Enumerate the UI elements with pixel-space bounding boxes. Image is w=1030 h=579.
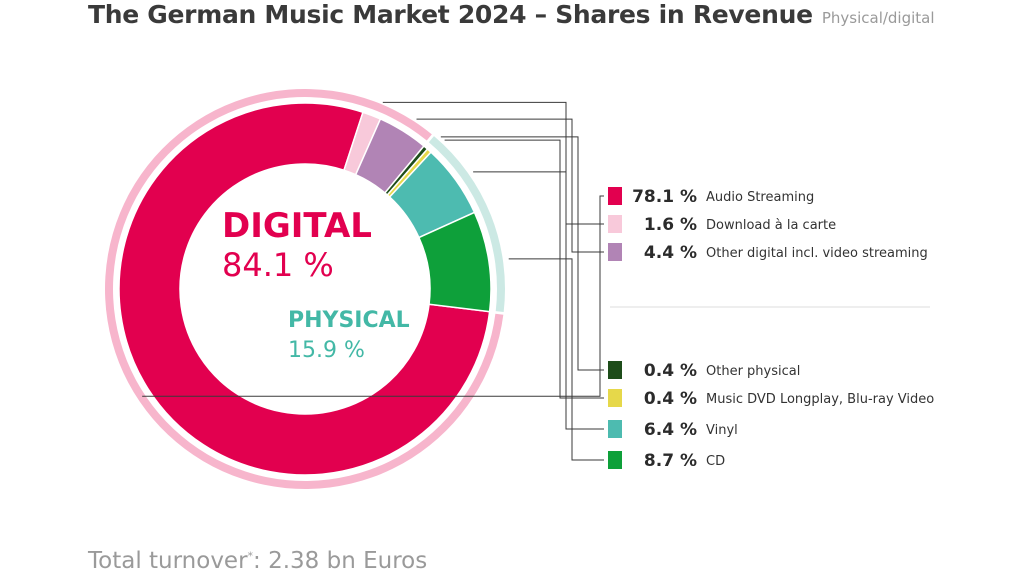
total-turnover: Total turnover*: 2.38 bn Euros	[88, 548, 427, 574]
legend-swatch-other-physical	[608, 361, 622, 379]
legend-label-music-dvd-longplay-blu-ray-video: Music DVD Longplay, Blu-ray Video	[706, 392, 934, 407]
leader-line-vinyl	[473, 171, 604, 430]
legend-swatch-music-dvd-longplay-blu-ray-video	[608, 389, 622, 407]
digital-group-value: 84.1 %	[222, 246, 334, 284]
legend-label-cd: CD	[706, 454, 725, 469]
footer-value: : 2.38 bn Euros	[253, 548, 428, 574]
slice-cd	[417, 211, 492, 313]
legend-value-other-physical: 0.4 %	[644, 361, 697, 381]
legend-value-audio-streaming: 78.1 %	[632, 187, 697, 207]
physical-group-ring	[428, 136, 505, 312]
legend-label-other-physical: Other physical	[706, 364, 800, 379]
leader-line-audio-streaming	[142, 195, 604, 397]
legend-value-music-dvd-longplay-blu-ray-video: 0.4 %	[644, 389, 697, 409]
leader-line-cd	[508, 258, 604, 461]
legend-layer: 78.1 % Audio Streaming 1.6 % Download à la …	[608, 187, 934, 471]
legend-swatch-download-la-carte	[608, 215, 622, 233]
chart-title: The German Music Market 2024 – Shares in…	[88, 0, 813, 29]
leader-line-music-dvd-longplay-blu-ray-video	[444, 139, 604, 399]
legend-label-audio-streaming: Audio Streaming	[706, 190, 814, 205]
legend-value-download-la-carte: 1.6 %	[644, 215, 697, 235]
legend-swatch-audio-streaming	[608, 187, 622, 205]
leader-line-other-digital-incl-video-streaming	[416, 118, 604, 253]
legend-swatch-vinyl	[608, 420, 622, 438]
chart-subtitle: Physical/digital	[821, 9, 935, 27]
leader-line-download-la-carte	[382, 101, 604, 225]
leader-line-layer	[142, 101, 604, 461]
physical-group-label: PHYSICAL	[288, 308, 410, 333]
slice-audio-streaming	[118, 102, 491, 476]
digital-group-label: DIGITAL	[222, 206, 372, 246]
chart-title-row: The German Music Market 2024 – Shares in…	[88, 0, 935, 29]
legend-label-download-la-carte: Download à la carte	[706, 218, 836, 233]
legend-value-vinyl: 6.4 %	[644, 420, 697, 440]
slice-layer	[118, 102, 492, 476]
legend-value-other-digital-incl-video-streaming: 4.4 %	[644, 243, 697, 263]
legend-value-cd: 8.7 %	[644, 451, 697, 471]
physical-group-value: 15.9 %	[288, 338, 365, 363]
footer-asterisk: *	[247, 549, 254, 563]
leader-line-other-physical	[440, 136, 604, 371]
group-ring-layer	[105, 89, 505, 490]
footer-label: Total turnover	[88, 548, 248, 574]
legend-label-vinyl: Vinyl	[706, 423, 738, 438]
legend-swatch-other-digital-incl-video-streaming	[608, 243, 622, 261]
legend-label-other-digital-incl-video-streaming: Other digital incl. video streaming	[706, 246, 928, 261]
legend-swatch-cd	[608, 451, 622, 469]
